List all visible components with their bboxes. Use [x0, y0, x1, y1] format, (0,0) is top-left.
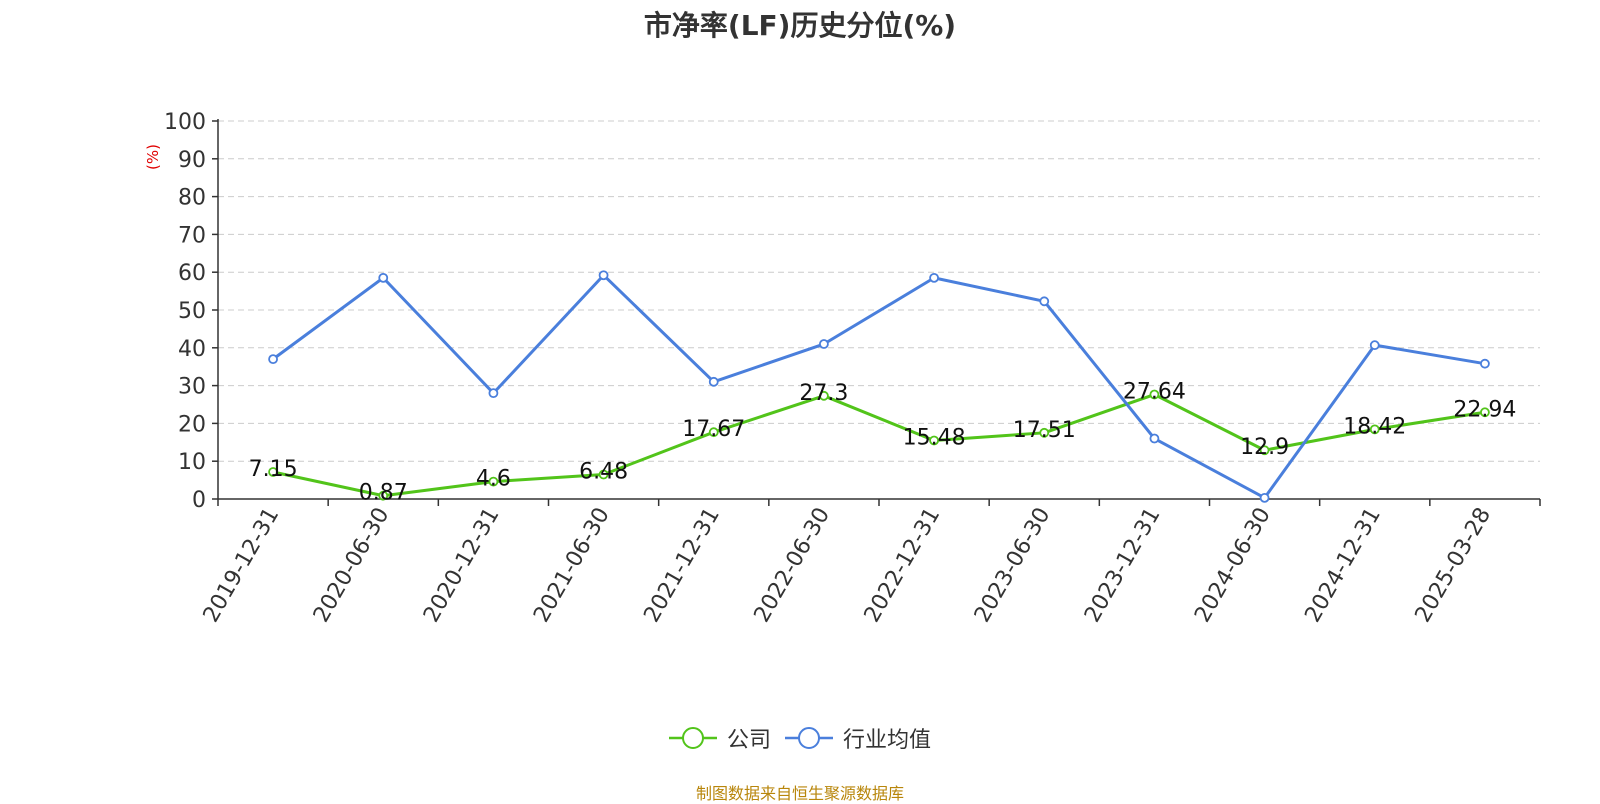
series-1-point — [488, 388, 499, 399]
y-tick-label: 40 — [178, 337, 206, 362]
data-label: 4.6 — [476, 467, 511, 492]
data-label: 22.94 — [1453, 397, 1516, 422]
series-0-point — [929, 435, 939, 446]
series-1-point — [1149, 433, 1160, 444]
data-label: 17.67 — [682, 417, 745, 442]
data-label: 17.51 — [1013, 418, 1076, 443]
legend-industry-label: 行业均值 — [843, 728, 932, 753]
series-0-point — [1259, 445, 1270, 456]
x-tick-label: 2021-12-31 — [639, 504, 725, 627]
series-1-point — [929, 272, 939, 283]
y-axis-label: (%) — [144, 144, 162, 170]
data-label: 27.3 — [799, 381, 848, 406]
x-tick-label: 2024-06-30 — [1190, 504, 1276, 627]
series-0-point — [268, 467, 278, 477]
legend: 公司 行业均值 — [0, 722, 1600, 754]
series-1-point — [708, 376, 719, 387]
series-1-point — [598, 270, 609, 281]
series-0-point — [1039, 427, 1050, 438]
data-label: 6.48 — [579, 460, 628, 485]
y-tick-label: 10 — [178, 450, 206, 475]
series-line-0 — [272, 393, 1486, 498]
series-layer — [268, 270, 1490, 503]
y-tick-label: 90 — [178, 148, 206, 173]
grid-layer — [218, 120, 1540, 462]
x-tick-label: 2021-06-30 — [529, 504, 615, 627]
data-label: 15.48 — [903, 425, 966, 450]
x-tick-label: 2020-12-31 — [419, 503, 505, 626]
x-tick-label: 2023-12-31 — [1080, 504, 1166, 627]
series-line-1 — [272, 273, 1486, 500]
y-tick-label: 20 — [178, 412, 206, 437]
y-tick-label: 100 — [164, 110, 206, 135]
series-1-point — [268, 354, 278, 365]
x-tick-label: 2024-12-31 — [1300, 504, 1386, 627]
data-label: 0.87 — [359, 481, 408, 506]
legend-industry-line-icon — [785, 727, 833, 749]
axis-layer: 0 10 20 30 40 50 60 70 80 90 100 2019-12-31 2020-06-… — [164, 110, 1541, 627]
y-tick-label: 80 — [178, 186, 206, 211]
data-label: 12.9 — [1240, 435, 1289, 460]
x-tick-label: 2022-06-30 — [750, 504, 836, 627]
series-0-point — [1369, 424, 1380, 435]
series-1-point — [1480, 358, 1490, 369]
data-label: 7.15 — [249, 457, 298, 482]
data-label: 27.64 — [1123, 380, 1186, 405]
data-label: 18.42 — [1343, 414, 1406, 439]
series-0-point — [598, 469, 609, 480]
series-0-point — [1480, 407, 1490, 418]
y-tick-label: 60 — [178, 261, 206, 286]
y-tick-label: 0 — [192, 488, 206, 513]
series-1-point — [819, 339, 829, 349]
x-tick-label: 2023-06-30 — [970, 504, 1056, 627]
legend-item-company[interactable]: 公司 — [668, 722, 771, 754]
series-1-point — [378, 272, 389, 283]
x-tick-label: 2020-06-30 — [309, 504, 395, 627]
series-0-point — [488, 476, 499, 487]
y-tick-label: 30 — [178, 375, 206, 400]
series-0-point — [708, 427, 719, 438]
series-0-point — [819, 390, 829, 401]
series-0-point — [1149, 389, 1160, 400]
x-tick-label: 2025-03-28 — [1411, 504, 1497, 627]
data-source-note: 制图数据来自恒生聚源数据库 — [695, 784, 904, 803]
legend-item-industry-avg[interactable]: 行业均值 — [785, 722, 931, 754]
legend-company-line-icon — [668, 727, 717, 749]
series-0-point — [378, 490, 389, 501]
legend-company-label: 公司 — [726, 728, 771, 753]
series-1-point — [1259, 492, 1270, 503]
chart-title: 市净率(LF)历史分位(%) — [643, 9, 957, 42]
series-1-point — [1369, 340, 1380, 351]
x-tick-label: 2022-12-31 — [860, 503, 946, 626]
x-tick-label: 2019-12-31 — [199, 504, 285, 627]
series-1-point — [1039, 296, 1050, 307]
data-label-layer: 7.15 0.87 4.6 6.48 17.67 27.3 15.48 17.51 27.64 1… — [249, 380, 1517, 506]
y-tick-label: 50 — [178, 299, 206, 324]
y-tick-label: 70 — [178, 223, 206, 248]
